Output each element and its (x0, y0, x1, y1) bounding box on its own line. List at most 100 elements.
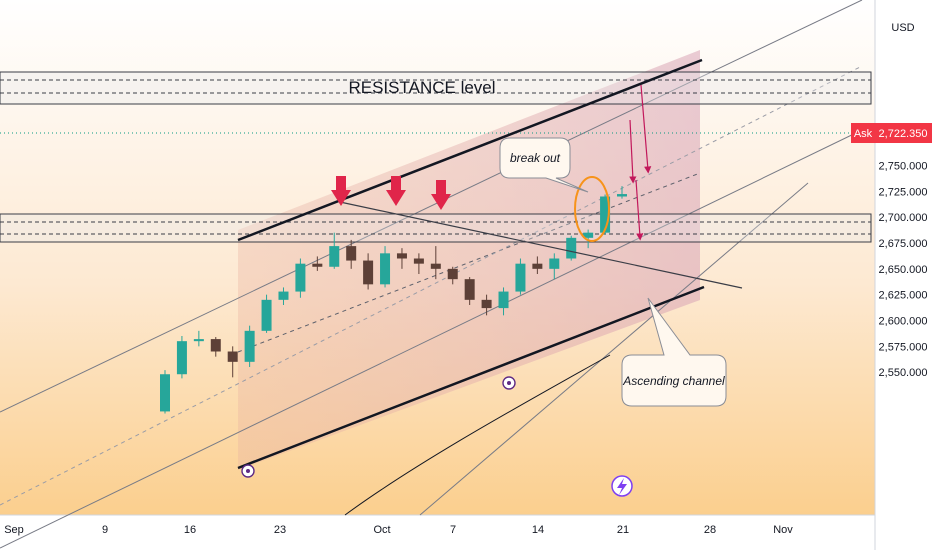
candle (532, 256, 543, 274)
outer-channel-mid-line[interactable] (0, 129, 863, 549)
channel-midline-dashed (237, 172, 701, 353)
forecast-arrow-3 (635, 179, 644, 241)
candle (312, 256, 323, 271)
arrow-down-marker (331, 176, 351, 206)
candle-body (583, 232, 594, 238)
ascending-channel-lower-line[interactable] (237, 285, 705, 470)
candle-body (176, 341, 187, 375)
arrow-down-marker (386, 176, 406, 206)
x-tick-label: 7 (450, 524, 456, 536)
candle (515, 258, 526, 295)
candle-body (363, 260, 374, 285)
breakout-label: break out (510, 151, 561, 165)
candle (176, 336, 187, 379)
candle-body (430, 263, 441, 269)
candle (396, 248, 407, 269)
candle (617, 186, 627, 199)
descending-trendline[interactable] (339, 201, 743, 289)
candle (549, 253, 560, 280)
outer-channel-lower-line[interactable] (419, 182, 809, 516)
circle-dot-marker[interactable] (502, 376, 516, 390)
x-tick-label: Nov (773, 524, 793, 536)
y-tick-label: 2,725.000 (879, 186, 928, 198)
resistance-zone[interactable] (0, 71, 872, 105)
candle-body (549, 258, 560, 269)
candle-body (413, 258, 424, 264)
candle-body (210, 339, 221, 352)
candle (160, 370, 170, 414)
x-tick-label: 16 (184, 524, 196, 536)
forecast-arrow-2 (629, 119, 637, 184)
candle (481, 294, 492, 316)
channel-callout[interactable]: Ascending channel (621, 297, 727, 407)
candle (566, 235, 577, 261)
outer-channel-midline-dashed (0, 65, 863, 506)
candle-body (380, 253, 391, 285)
candle (498, 287, 509, 316)
candle (346, 239, 357, 269)
circle-dot-marker[interactable] (241, 464, 255, 478)
outer-channel-upper-line[interactable] (0, 0, 863, 413)
price-axis-ticks: 2,550.000 2,575.000 2,600.000 2,625.000 2,65… (879, 161, 928, 380)
channel-shaded-region (238, 50, 700, 470)
currency-label[interactable]: USD (891, 22, 914, 34)
y-tick-label: 2,750.000 (879, 161, 928, 173)
candle (363, 253, 374, 290)
last-price-badge (876, 123, 932, 143)
candle (464, 277, 475, 305)
candle-body (396, 253, 407, 259)
x-tick-label: 28 (704, 524, 716, 536)
candle-body (227, 351, 238, 362)
candle-body (346, 246, 357, 261)
candle-body (261, 299, 272, 331)
candle (227, 346, 238, 378)
x-tick-label: 23 (274, 524, 286, 536)
y-tick-label: 2,600.000 (879, 316, 928, 328)
breakout-callout[interactable]: break out (499, 137, 589, 193)
forecast-arrow-1 (640, 84, 652, 174)
candle-body (617, 194, 627, 197)
candle (244, 325, 255, 367)
y-tick-label: 2,575.000 (879, 341, 928, 353)
channel-label: Ascending channel (622, 374, 725, 388)
x-tick-label: 14 (532, 524, 544, 536)
x-tick-label: Sep (4, 524, 24, 536)
candle (261, 294, 272, 333)
y-tick-label: 2,625.000 (879, 290, 928, 302)
candle-body (515, 263, 526, 292)
candle (329, 232, 340, 269)
x-tick-label: Oct (373, 524, 390, 536)
moving-average-curve (344, 354, 611, 516)
ascending-channel-upper-line[interactable] (237, 58, 703, 242)
y-tick-label: 2,675.000 (879, 238, 928, 250)
candle (583, 229, 594, 249)
candle (380, 246, 391, 288)
x-tick-label: 9 (102, 524, 108, 536)
candle-body (193, 339, 204, 342)
y-tick-label: 2,550.000 (879, 367, 928, 379)
candle (295, 258, 306, 298)
candle-body (278, 291, 289, 300)
candle (447, 266, 458, 285)
candle (430, 246, 441, 280)
breakout-highlight-circle (574, 176, 610, 242)
candle (210, 337, 221, 357)
candle-body (498, 291, 509, 309)
resistance-label: RESISTANCE level (348, 78, 495, 97)
time-axis-background (0, 515, 875, 550)
lightning-icon[interactable] (611, 475, 633, 497)
candle-body (295, 263, 306, 292)
candle-body (244, 330, 255, 362)
x-tick-label: 21 (617, 524, 629, 536)
price-axis-background (875, 0, 932, 550)
time-axis-ticks: Sep 9 16 23 Oct 7 14 21 28 Nov (4, 524, 793, 536)
candle (413, 253, 424, 274)
candle-body (481, 299, 492, 309)
support-zone[interactable] (0, 213, 872, 243)
candle-body (532, 263, 543, 269)
candle (278, 287, 289, 305)
ask-badge (851, 123, 876, 143)
candle-body (447, 268, 458, 280)
y-tick-label: 2,650.000 (879, 264, 928, 276)
